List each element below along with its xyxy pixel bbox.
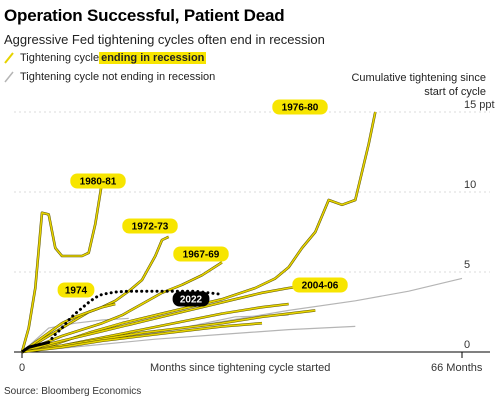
series-label: 1974: [65, 286, 88, 297]
series-label: 1976-80: [282, 103, 319, 114]
legend-item-recession: Tightening cycle ending in recession: [4, 52, 207, 64]
y-tick-label: 15 ppt: [464, 99, 495, 111]
y-tick-label: 5: [464, 259, 470, 271]
series-label: 2004-06: [302, 281, 339, 292]
yellow-line-icon: [4, 52, 14, 64]
series-line-1967-69: [21, 261, 223, 353]
legend-recession-prefix: Tightening cycle: [20, 52, 100, 64]
series-label-bg: [173, 246, 229, 262]
series-label: 1972-73: [132, 222, 169, 233]
series-label-bg: [292, 277, 348, 293]
series-line-2022-solid: [21, 340, 50, 354]
series-label-bg: [57, 282, 95, 298]
legend-recession-highlight: ending in recession: [99, 52, 207, 64]
chart-subtitle: Aggressive Fed tightening cycles often e…: [4, 32, 325, 47]
y-axis-title: Cumulative tightening since start of cyc…: [351, 72, 486, 98]
series-label-bg: [272, 99, 328, 115]
chart-title: Operation Successful, Patient Dead: [4, 6, 285, 25]
series-label-bg: [122, 218, 178, 234]
legend-no-recession-label: Tightening cycle not ending in recession: [20, 71, 216, 83]
series-line-1980-81: [21, 181, 109, 353]
series-label-bg: [70, 173, 126, 189]
series-label: 1967-69: [183, 250, 220, 261]
series-label: 1980-81: [80, 177, 117, 188]
x-axis-title: Months since tightening cycle started: [150, 362, 330, 374]
legend-item-no-recession: Tightening cycle not ending in recession: [4, 71, 215, 83]
y-tick-label: 10: [464, 179, 476, 191]
series-line: [21, 322, 263, 353]
series-line-1976-80: [21, 111, 377, 353]
series-label-bg: [172, 291, 210, 307]
source-note: Source: Bloomberg Economics: [4, 386, 142, 397]
series-line: [21, 309, 316, 353]
gray-line-icon: [4, 71, 14, 83]
series-line: [21, 325, 356, 353]
y-tick-label: 0: [464, 339, 470, 351]
series-label: 2022: [180, 295, 203, 306]
x-tick-label: 0: [19, 362, 25, 374]
x-tick-label: 66 Months: [431, 362, 483, 374]
series-line-2004-06: [21, 282, 343, 353]
